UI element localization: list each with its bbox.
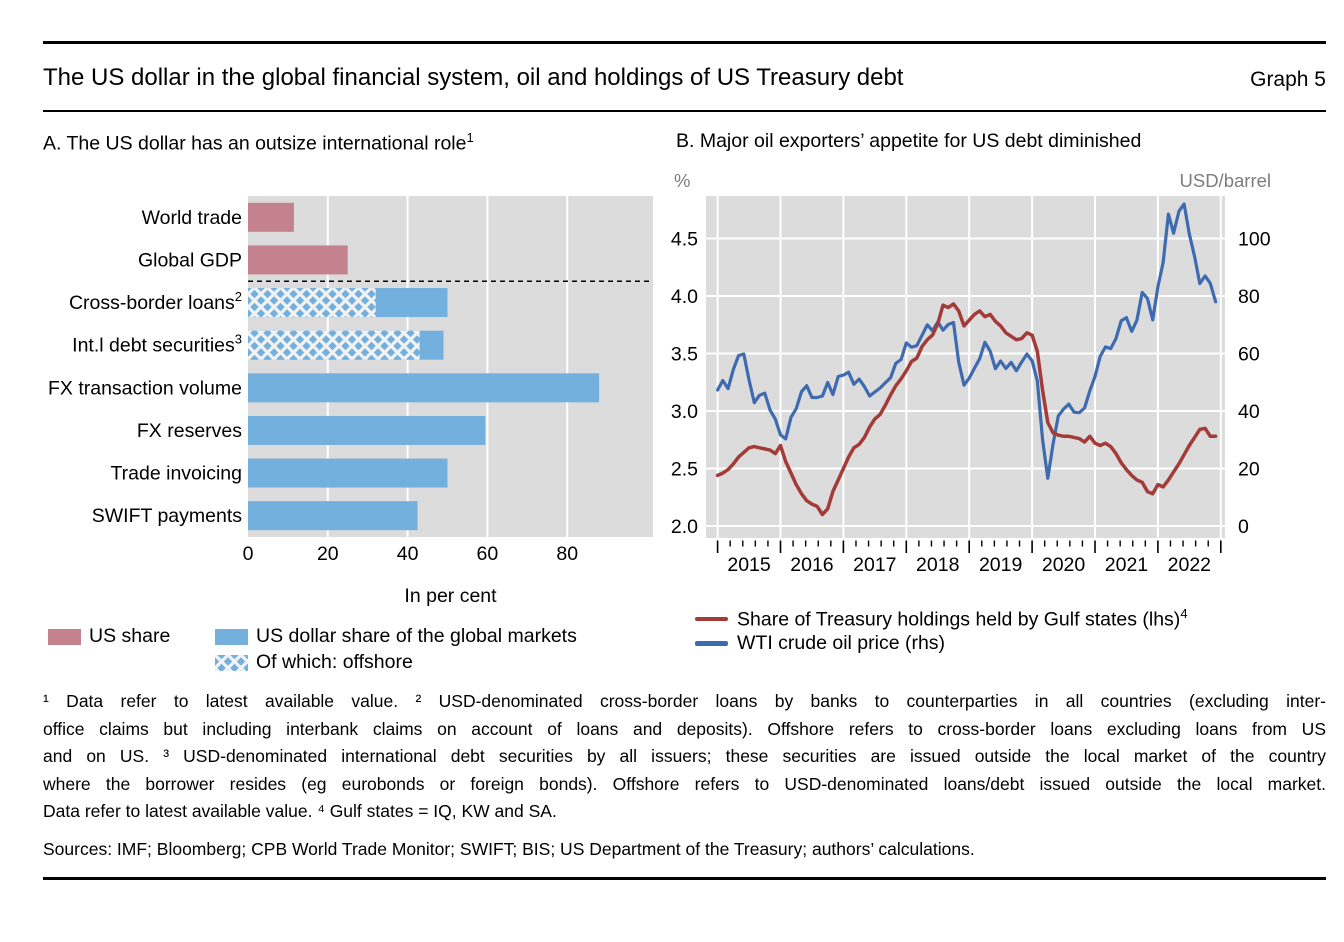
sources-line: Sources: IMF; Bloomberg; CPB World Trade…: [43, 839, 975, 859]
legend-a-us-share: US share: [48, 625, 170, 648]
category-label: FX reserves: [137, 420, 242, 442]
category-label: Cross-border loans2: [69, 289, 242, 314]
bar-1: [248, 245, 348, 275]
right-tick-label: 100: [1238, 229, 1271, 251]
legend-label: Share of Treasury holdings held by Gulf …: [737, 606, 1188, 632]
left-tick-label: 4.0: [671, 286, 698, 308]
bar-7: [248, 501, 418, 531]
footnote-line: Data refer to latest available value. ⁴ …: [43, 801, 557, 821]
legend-label: WTI crude oil price (rhs): [737, 632, 946, 654]
footnote-line: where the borrower resides (eg eurobonds…: [43, 773, 1326, 794]
panel-a-title-text: A. The US dollar has an outsize internat…: [43, 132, 467, 155]
offshore-hatch-swatch: [215, 654, 248, 671]
right-tick-label: 80: [1238, 286, 1260, 308]
right-tick-label: 0: [1238, 516, 1249, 538]
series-wti-line: [716, 202, 1218, 480]
legend-b-gulf-share: Share of Treasury holdings held by Gulf …: [695, 606, 1188, 632]
x-year-label: 2019: [979, 554, 1022, 576]
legend-label-text: Share of Treasury holdings held by Gulf …: [737, 608, 1181, 631]
bar-6: [248, 458, 448, 488]
left-tick-label: 4.5: [671, 229, 698, 251]
right-tick-label: 60: [1238, 344, 1260, 366]
category-label: Int.l debt securities3: [72, 332, 242, 357]
bar-0: [248, 202, 294, 232]
plot-background: [706, 196, 1225, 538]
panel-b-title-text: B. Major oil exporters’ appetite for US …: [676, 130, 1142, 152]
x-year-label: 2018: [916, 554, 959, 576]
bottom-rule: [43, 877, 1326, 880]
usd-share-swatch: [215, 628, 248, 645]
legend-label: Of which: offshore: [256, 651, 413, 673]
legend-label: US dollar share of the global markets: [256, 625, 577, 647]
bar-4: [248, 373, 600, 403]
series-gulf-share-line: [715, 302, 1218, 517]
bar-5: [248, 415, 486, 445]
panel-a-title: A. The US dollar has an outsize internat…: [43, 130, 474, 156]
graph-number-label: Graph 5: [1250, 68, 1326, 91]
bar-offshore-2: [248, 288, 376, 318]
right-unit-label: USD/barrel: [1180, 170, 1272, 191]
legend-a-offshore: Of which: offshore: [215, 651, 413, 674]
category-label: Trade invoicing: [110, 463, 242, 485]
bar-offshore-3: [248, 330, 420, 360]
category-label: Global GDP: [138, 249, 242, 271]
panel-b-line-chart: % USD/barrel 4.5 4.0 3.5 3.0 2.5 2.0 100 80 60 40 20…: [671, 170, 1272, 576]
left-tick-label: 3.5: [671, 344, 698, 366]
left-tick-label: 2.5: [671, 459, 698, 481]
x-year-label: 2022: [1168, 554, 1211, 576]
category-label: SWIFT payments: [92, 505, 243, 527]
panel-b-title: B. Major oil exporters’ appetite for US …: [676, 130, 1141, 153]
red-line-swatch: [695, 616, 728, 621]
x-year-label: 2016: [790, 554, 833, 576]
top-rule: [43, 41, 1326, 44]
x-year-label: 2020: [1042, 554, 1086, 576]
left-tick-label: 3.0: [671, 401, 698, 423]
footnote-line: ¹ Data refer to latest available value. …: [43, 691, 1326, 711]
x-tick-label: 60: [477, 543, 499, 565]
x-year-label: 2017: [853, 554, 896, 576]
legend-label-sup: 4: [1180, 606, 1188, 621]
x-axis-title: In per cent: [404, 585, 497, 607]
left-tick-label: 2.0: [671, 516, 698, 538]
legend-b-wti: WTI crude oil price (rhs): [695, 632, 945, 655]
right-tick-label: 40: [1238, 401, 1260, 423]
footnote-line: office claims but including interbank cl…: [43, 718, 1326, 739]
blue-line-swatch: [695, 641, 728, 646]
us-share-swatch: [48, 628, 81, 645]
title-divider-rule: [43, 110, 1326, 112]
x-tick-label: 80: [556, 543, 578, 565]
panel-a-title-sup: 1: [466, 130, 474, 145]
legend-a-usd-share: US dollar share of the global markets: [215, 625, 577, 648]
footnotes-block: ¹ Data refer to latest available value. …: [43, 688, 1326, 826]
legend-label: US share: [89, 625, 171, 647]
x-year-label: 2021: [1105, 554, 1148, 576]
left-unit-label: %: [674, 170, 690, 191]
x-year-label: 2015: [727, 554, 771, 576]
right-tick-label: 20: [1238, 459, 1260, 481]
category-label: World trade: [142, 207, 242, 229]
category-label: FX transaction volume: [48, 377, 242, 399]
page-title: The US dollar in the global financial sy…: [43, 64, 904, 91]
panel-a-bar-chart: World trade Global GDP Cross-border loans2…: [48, 196, 653, 607]
x-tick-label: 0: [243, 543, 254, 565]
x-tick-label: 40: [397, 543, 419, 565]
footnote-line: and on US. ³ USD-denominated internation…: [43, 746, 1326, 766]
x-tick-label: 20: [317, 543, 339, 565]
